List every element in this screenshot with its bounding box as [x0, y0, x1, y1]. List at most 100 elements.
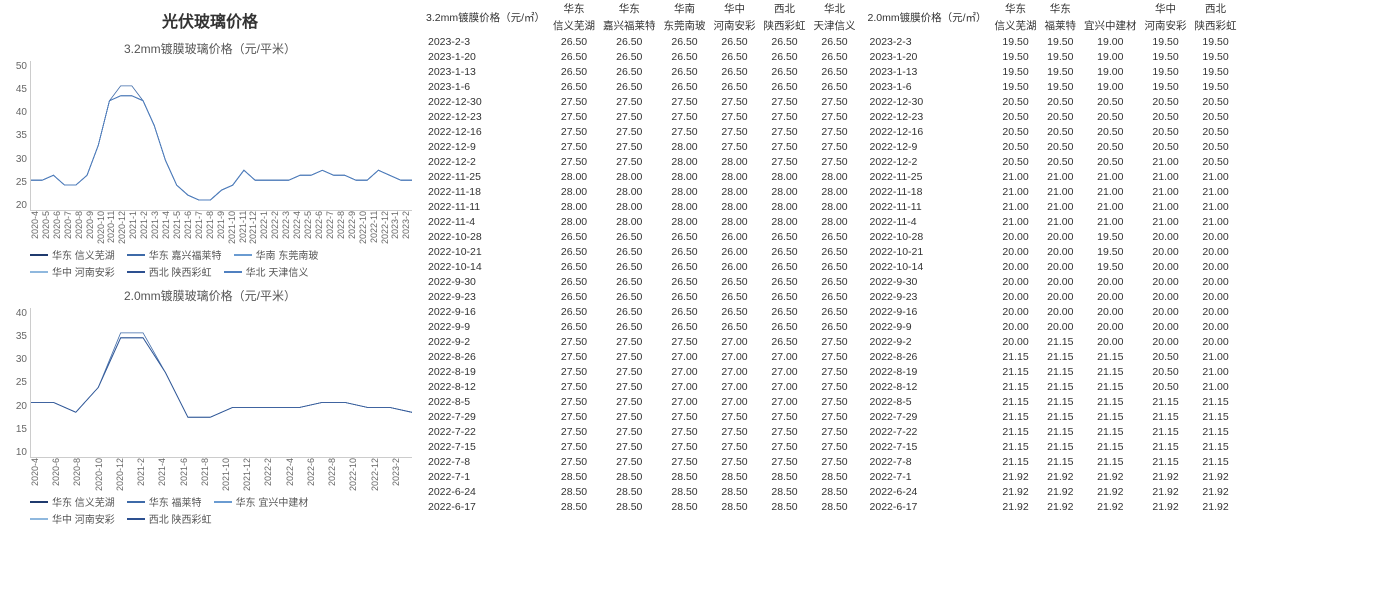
value-cell: 20.00 [1141, 274, 1191, 289]
x-tick: 2022-11 [369, 211, 380, 245]
date-cell: 2022-9-23 [422, 289, 549, 304]
value-cell: 26.50 [710, 304, 760, 319]
value-cell: 21.00 [991, 214, 1041, 229]
value-cell: 19.50 [1141, 64, 1191, 79]
date-cell: 2022-9-30 [864, 274, 991, 289]
table-row: 2022-8-1927.5027.5027.0027.0027.0027.50 [422, 364, 860, 379]
value-cell: 20.00 [991, 289, 1041, 304]
table-col-region: 西北 [760, 0, 810, 17]
value-cell: 21.15 [1041, 424, 1081, 439]
value-cell: 27.50 [810, 379, 860, 394]
date-cell: 2022-11-11 [422, 199, 549, 214]
legend-label: 西北 陕西彩虹 [149, 511, 212, 526]
x-tick: 2021-3 [150, 211, 161, 245]
value-cell: 27.50 [599, 334, 660, 349]
chart-plot [30, 308, 412, 458]
table-row: 2022-11-2528.0028.0028.0028.0028.0028.00 [422, 169, 860, 184]
value-cell: 21.15 [1141, 454, 1191, 469]
value-cell: 27.50 [599, 379, 660, 394]
date-cell: 2022-9-16 [422, 304, 549, 319]
value-cell: 27.50 [810, 139, 860, 154]
date-cell: 2023-1-13 [864, 64, 991, 79]
table-col-region [1080, 0, 1141, 17]
table-header-title: 2.0mm镀膜价格（元/㎡） [864, 0, 991, 34]
value-cell: 27.50 [549, 439, 599, 454]
y-tick: 20 [8, 200, 27, 211]
value-cell: 26.50 [810, 34, 860, 49]
x-tick: 2022-2 [263, 458, 284, 492]
value-cell: 20.00 [1191, 289, 1241, 304]
value-cell: 21.15 [991, 454, 1041, 469]
value-cell: 27.50 [599, 94, 660, 109]
legend-swatch [30, 501, 48, 503]
value-cell: 27.00 [710, 394, 760, 409]
chart-block: 2.0mm镀膜玻璃价格（元/平米）403530252015102020-4202… [8, 287, 412, 528]
table-row: 2022-12-3020.5020.5020.5020.5020.50 [864, 94, 1241, 109]
x-tick: 2021-12 [242, 458, 263, 492]
x-tick: 2021-9 [216, 211, 227, 245]
x-tick: 2022-6 [314, 211, 325, 245]
value-cell: 26.50 [710, 64, 760, 79]
value-cell: 20.00 [1041, 304, 1081, 319]
value-cell: 21.92 [1080, 469, 1141, 484]
table-row: 2022-12-1620.5020.5020.5020.5020.50 [864, 124, 1241, 139]
value-cell: 27.50 [710, 424, 760, 439]
table-row: 2022-9-227.5027.5027.5027.0026.5027.50 [422, 334, 860, 349]
value-cell: 20.00 [1141, 289, 1191, 304]
table-col-region: 华东 [599, 0, 660, 17]
value-cell: 21.00 [1191, 184, 1241, 199]
value-cell: 27.50 [710, 124, 760, 139]
legend-swatch [234, 254, 252, 256]
value-cell: 27.50 [760, 139, 810, 154]
value-cell: 19.50 [1080, 229, 1141, 244]
date-cell: 2023-1-6 [864, 79, 991, 94]
table-row: 2023-1-1326.5026.5026.5026.5026.5026.50 [422, 64, 860, 79]
value-cell: 28.00 [660, 154, 710, 169]
date-cell: 2022-9-16 [864, 304, 991, 319]
value-cell: 26.50 [549, 229, 599, 244]
value-cell: 26.50 [710, 319, 760, 334]
date-cell: 2022-8-19 [422, 364, 549, 379]
value-cell: 26.50 [710, 79, 760, 94]
value-cell: 27.50 [760, 439, 810, 454]
value-cell: 21.92 [1191, 469, 1241, 484]
value-cell: 28.50 [710, 499, 760, 514]
legend-swatch [127, 501, 145, 503]
value-cell: 27.00 [760, 349, 810, 364]
value-cell: 26.50 [810, 79, 860, 94]
table-row: 2022-9-220.0021.1520.0020.0020.00 [864, 334, 1241, 349]
value-cell: 26.50 [810, 49, 860, 64]
date-cell: 2023-1-20 [864, 49, 991, 64]
table-row: 2022-8-1221.1521.1521.1520.5021.00 [864, 379, 1241, 394]
value-cell: 21.92 [1141, 469, 1191, 484]
value-cell: 21.15 [991, 394, 1041, 409]
value-cell: 28.00 [660, 169, 710, 184]
value-cell: 21.00 [1080, 214, 1141, 229]
value-cell: 21.15 [991, 424, 1041, 439]
table-row: 2022-7-2921.1521.1521.1521.1521.15 [864, 409, 1241, 424]
value-cell: 20.00 [1080, 304, 1141, 319]
x-tick: 2021-2 [136, 458, 157, 492]
value-cell: 21.00 [1041, 184, 1081, 199]
value-cell: 28.00 [599, 199, 660, 214]
date-cell: 2022-11-25 [422, 169, 549, 184]
table-row: 2023-1-2026.5026.5026.5026.5026.5026.50 [422, 49, 860, 64]
date-cell: 2022-10-28 [422, 229, 549, 244]
table-row: 2022-10-1420.0020.0019.5020.0020.00 [864, 259, 1241, 274]
value-cell: 27.50 [549, 154, 599, 169]
value-cell: 21.15 [1041, 349, 1081, 364]
date-cell: 2022-12-23 [864, 109, 991, 124]
value-cell: 27.50 [599, 454, 660, 469]
value-cell: 21.00 [1191, 199, 1241, 214]
table-row: 2022-11-1828.0028.0028.0028.0028.0028.00 [422, 184, 860, 199]
x-tick: 2021-4 [157, 458, 178, 492]
legend-label: 华中 河南安彩 [52, 264, 115, 279]
table-row: 2022-12-220.5020.5020.5021.0020.50 [864, 154, 1241, 169]
value-cell: 20.50 [1141, 379, 1191, 394]
value-cell: 27.50 [549, 109, 599, 124]
value-cell: 21.15 [1041, 454, 1081, 469]
value-cell: 26.50 [549, 244, 599, 259]
legend-label: 西北 陕西彩虹 [149, 264, 212, 279]
value-cell: 27.50 [810, 349, 860, 364]
value-cell: 27.50 [660, 454, 710, 469]
